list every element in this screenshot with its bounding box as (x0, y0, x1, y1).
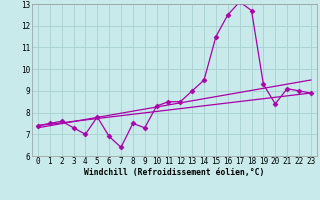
X-axis label: Windchill (Refroidissement éolien,°C): Windchill (Refroidissement éolien,°C) (84, 168, 265, 177)
